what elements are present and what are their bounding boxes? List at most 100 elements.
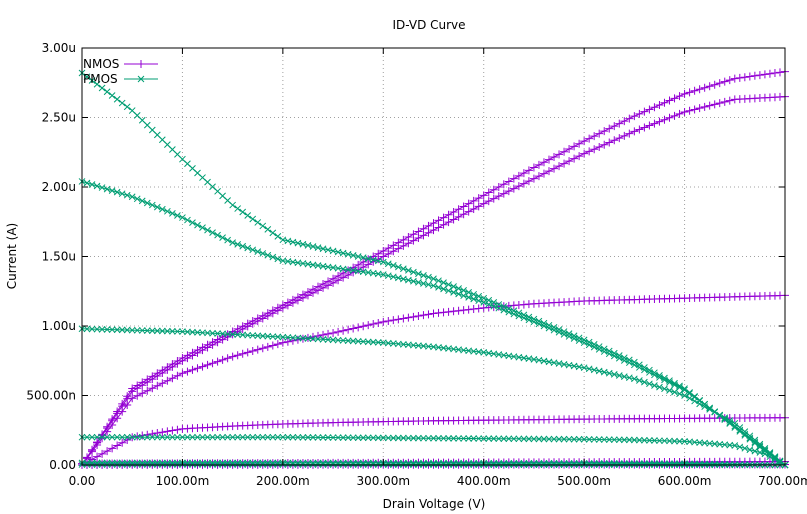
data-point-marker [535, 320, 543, 328]
series-line [81, 72, 786, 466]
data-point-marker [118, 407, 127, 416]
data-point-marker [640, 123, 649, 132]
data-point-marker [410, 268, 417, 276]
data-point-marker [108, 420, 117, 429]
data-point-marker [269, 229, 277, 237]
data-point-marker [394, 274, 402, 282]
data-point-marker [540, 322, 548, 330]
data-point-marker [133, 432, 142, 441]
data-point-marker [600, 127, 609, 136]
data-point-marker [137, 75, 145, 83]
data-point-marker [745, 72, 754, 81]
data-point-marker [173, 359, 182, 368]
data-point-marker [299, 334, 307, 342]
data-point-marker [83, 433, 91, 441]
data-point-marker [450, 289, 457, 296]
data-point-marker [344, 337, 352, 345]
data-point-marker [625, 114, 634, 123]
data-point-marker [188, 365, 197, 374]
data-point-marker [545, 435, 553, 443]
data-point-marker [148, 201, 156, 209]
legend-entry-nmos: NMOS [83, 57, 158, 71]
data-point-marker [239, 242, 247, 250]
data-point-marker [319, 330, 328, 339]
data-point-marker [239, 208, 247, 216]
data-point-marker [334, 327, 343, 336]
data-point-marker [349, 252, 357, 259]
data-point-marker [369, 434, 377, 442]
data-point-marker [666, 460, 673, 467]
data-point-marker [264, 332, 272, 340]
data-point-marker [631, 361, 638, 369]
data-point-marker [500, 435, 508, 443]
data-point-marker [98, 84, 106, 92]
data-point-marker [465, 435, 473, 442]
data-point-marker [560, 435, 568, 443]
data-point-marker [766, 453, 774, 461]
data-point-marker [746, 446, 754, 454]
data-point-marker [424, 221, 433, 230]
data-point-marker [625, 359, 633, 367]
data-point-marker [771, 456, 779, 463]
data-point-marker [148, 384, 157, 393]
data-point-marker [138, 389, 147, 398]
data-point-marker [204, 226, 211, 234]
data-point-marker [474, 304, 483, 313]
data-point-marker [635, 125, 644, 134]
data-point-marker [710, 100, 719, 109]
data-point-marker [756, 440, 764, 448]
data-point-marker [224, 330, 231, 338]
data-point-marker [199, 329, 206, 337]
data-point-marker [198, 362, 207, 371]
data-point-marker [544, 167, 553, 176]
data-point-marker [133, 391, 142, 400]
data-point-marker [444, 210, 453, 219]
data-point-marker [329, 434, 337, 441]
data-point-marker [334, 248, 342, 256]
data-point-marker [660, 115, 669, 124]
data-point-marker [83, 73, 91, 81]
data-point-marker [264, 226, 272, 233]
data-point-marker [169, 327, 176, 335]
data-point-marker [299, 433, 307, 441]
data-point-marker [751, 447, 759, 455]
data-point-marker [329, 336, 337, 344]
data-point-marker [700, 102, 709, 111]
data-point-marker [435, 277, 442, 285]
data-point-marker [219, 330, 226, 338]
data-point-marker [374, 318, 383, 327]
data-point-marker [645, 105, 654, 114]
data-point-marker [570, 435, 578, 443]
data-point-marker [715, 99, 724, 108]
data-point-marker [600, 436, 608, 443]
data-point-marker [590, 343, 598, 351]
data-point-marker [258, 314, 267, 323]
data-point-marker [218, 355, 227, 364]
data-point-marker [364, 434, 372, 442]
data-point-marker [379, 252, 388, 261]
data-point-marker [288, 298, 297, 307]
x-tick-label: 700.00m [758, 474, 807, 488]
data-point-marker [244, 331, 252, 339]
data-point-marker [420, 272, 427, 279]
data-point-marker [314, 434, 322, 441]
data-point-marker [650, 119, 659, 128]
data-point-marker [163, 376, 172, 385]
data-point-marker [520, 314, 528, 322]
x-tick-label: 200.00m [256, 474, 310, 488]
data-point-marker [681, 385, 688, 392]
data-point-marker [98, 433, 106, 441]
data-point-marker [138, 381, 147, 390]
data-point-marker [224, 433, 231, 441]
data-point-marker [369, 256, 377, 264]
data-point-marker [153, 433, 161, 441]
data-point-marker [630, 112, 639, 121]
data-point-marker [504, 177, 513, 186]
data-point-marker [665, 96, 674, 105]
data-point-marker [128, 394, 137, 403]
data-point-marker [736, 443, 744, 451]
data-point-marker [595, 129, 604, 138]
data-point-marker [750, 71, 759, 80]
data-point-marker [470, 295, 478, 303]
data-point-marker [379, 434, 387, 442]
